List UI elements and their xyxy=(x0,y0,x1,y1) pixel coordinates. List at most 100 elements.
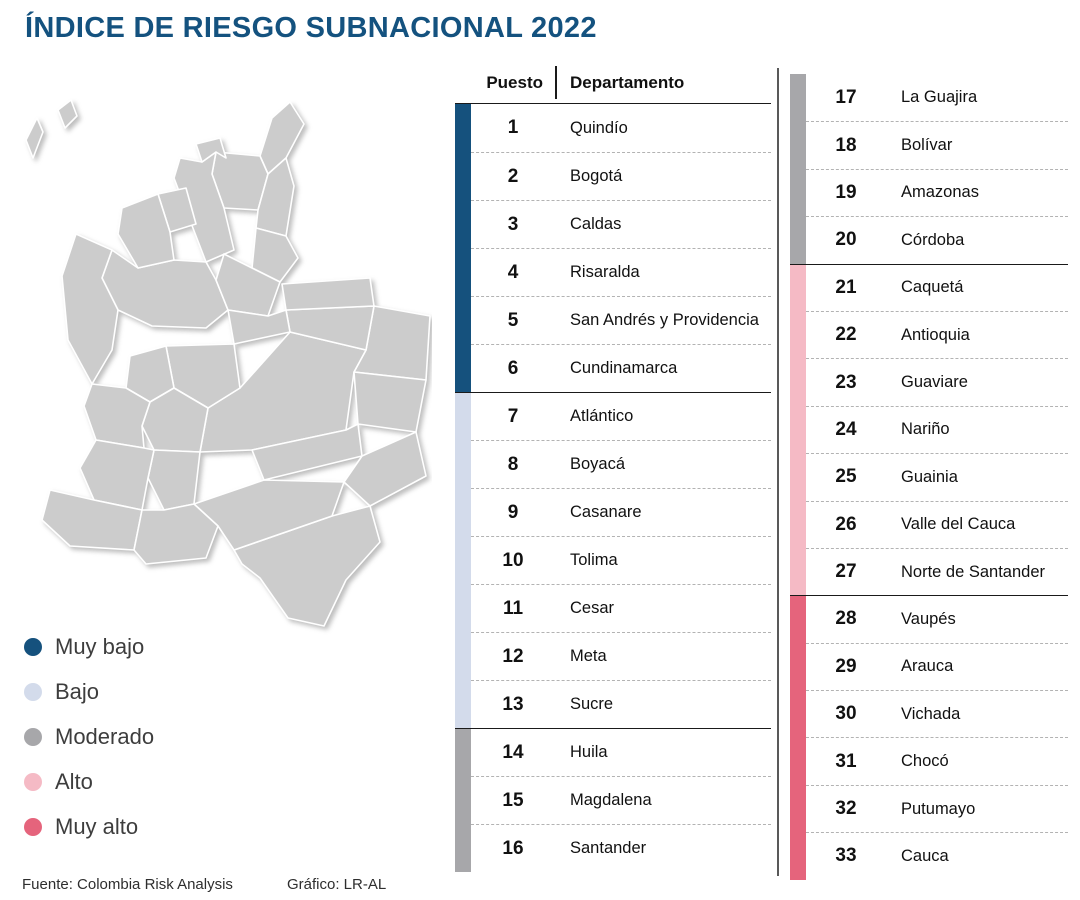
department-name: Tolima xyxy=(570,551,618,569)
rank-number: 24 xyxy=(835,418,857,440)
map-region xyxy=(125,345,175,403)
category-band xyxy=(790,405,806,454)
category-band xyxy=(455,393,471,440)
legend-label: Muy bajo xyxy=(55,633,145,659)
map-region xyxy=(285,305,375,351)
rank-number: 14 xyxy=(502,741,524,763)
department-name: Caquetá xyxy=(901,278,964,297)
department-name: Chocó xyxy=(901,752,949,771)
department-name: Meta xyxy=(570,647,607,665)
rank-number: 3 xyxy=(507,213,519,235)
rank-number: 1 xyxy=(507,117,519,138)
rank-number: 17 xyxy=(835,86,857,108)
ranking-table-right: 17 La Guajira 18 Bolívar 19 Amazonas 20 … xyxy=(790,74,1068,880)
colombia-choropleth-map xyxy=(25,99,431,627)
map-region xyxy=(147,449,201,511)
table-row: 27 Norte de Santander xyxy=(790,547,1068,596)
rank-number: 5 xyxy=(507,309,519,331)
map-region xyxy=(281,277,375,311)
department-name: Santander xyxy=(570,839,647,857)
rank-number: 18 xyxy=(835,134,857,156)
table-row: 12 Meta xyxy=(455,632,771,680)
category-band xyxy=(790,690,806,738)
rank-number: 27 xyxy=(835,561,857,583)
map-regions xyxy=(25,99,431,627)
department-name: Arauca xyxy=(901,657,954,676)
rank-number: 4 xyxy=(507,261,519,283)
legend-item-bajo: Bajo xyxy=(24,669,154,714)
department-column-header: Departamento xyxy=(570,72,685,92)
rank-number: 7 xyxy=(507,405,519,427)
department-name: Córdoba xyxy=(901,230,965,249)
department-name: Vaupés xyxy=(901,609,956,628)
rank-number: 9 xyxy=(507,501,519,523)
rank-number: 12 xyxy=(502,645,524,667)
map-region xyxy=(195,137,227,163)
table-row: 32 Putumayo xyxy=(790,784,1068,833)
table-row: 14 Huila xyxy=(455,728,771,776)
legend-label: Moderado xyxy=(55,723,155,749)
department-name: Valle del Cauca xyxy=(901,515,1016,534)
category-band xyxy=(455,824,471,872)
category-band xyxy=(790,784,806,833)
table-row: 18 Bolívar xyxy=(790,121,1068,169)
category-band xyxy=(790,642,806,691)
rank-number: 28 xyxy=(835,608,857,630)
category-band xyxy=(455,344,471,392)
map-region xyxy=(117,193,175,269)
map-region xyxy=(215,253,281,317)
rank-number: 13 xyxy=(502,693,524,715)
map-region xyxy=(211,151,269,211)
rank-number: 10 xyxy=(502,549,524,571)
department-name: Putumayo xyxy=(901,799,976,818)
page-title: ÍNDICE DE RIESGO SUBNACIONAL 2022 xyxy=(25,12,597,44)
category-band xyxy=(455,104,471,152)
map-region xyxy=(83,383,151,449)
table-row: 21 Caquetá xyxy=(790,263,1068,311)
rank-number: 22 xyxy=(835,324,857,346)
table-rows-right: 17 La Guajira 18 Bolívar 19 Amazonas 20 … xyxy=(790,74,1068,880)
category-band xyxy=(455,152,471,200)
column-divider xyxy=(777,68,779,876)
department-name: La Guajira xyxy=(901,88,978,107)
category-band xyxy=(455,296,471,344)
department-name: Casanare xyxy=(570,503,642,521)
map-region xyxy=(173,151,235,263)
category-band xyxy=(455,248,471,296)
category-band xyxy=(790,500,806,548)
rank-number: 21 xyxy=(835,276,857,298)
rank-number: 15 xyxy=(502,789,524,811)
rank-number: 30 xyxy=(835,703,857,725)
category-band xyxy=(790,547,806,596)
table-row: 13 Sucre xyxy=(455,680,771,728)
rank-number: 20 xyxy=(835,229,857,251)
table-row: 16 Santander xyxy=(455,824,771,872)
map-region xyxy=(353,371,427,433)
table-row: 7 Atlántico xyxy=(455,392,771,440)
department-name: Cesar xyxy=(570,599,615,617)
department-name: Guainia xyxy=(901,467,958,486)
credit-note: Gráfico: LR-AL xyxy=(287,876,387,893)
legend-swatch-muy-alto-icon xyxy=(24,817,42,836)
map-region xyxy=(41,489,143,551)
map-region xyxy=(141,387,209,453)
department-name: Magdalena xyxy=(570,791,652,809)
legend-swatch-muy-bajo-icon xyxy=(24,637,42,656)
table-row: 30 Vichada xyxy=(790,690,1068,738)
map-region xyxy=(199,331,367,453)
table-row: 22 Antioquia xyxy=(790,310,1068,359)
table-row: 28 Vaupés xyxy=(790,595,1068,643)
map-region xyxy=(233,505,381,627)
category-band xyxy=(790,264,806,311)
category-band xyxy=(790,74,806,122)
table-header: Puesto Departamento xyxy=(455,62,771,104)
legend-swatch-bajo-icon xyxy=(24,682,42,701)
map-region xyxy=(251,227,299,283)
legend-item-muy-bajo: Muy bajo xyxy=(24,624,154,669)
table-row: 11 Cesar xyxy=(455,584,771,632)
department-name: Bogotá xyxy=(570,167,623,185)
legend-swatch-alto-icon xyxy=(24,772,42,791)
department-name: Sucre xyxy=(570,695,614,713)
category-band xyxy=(790,121,806,169)
